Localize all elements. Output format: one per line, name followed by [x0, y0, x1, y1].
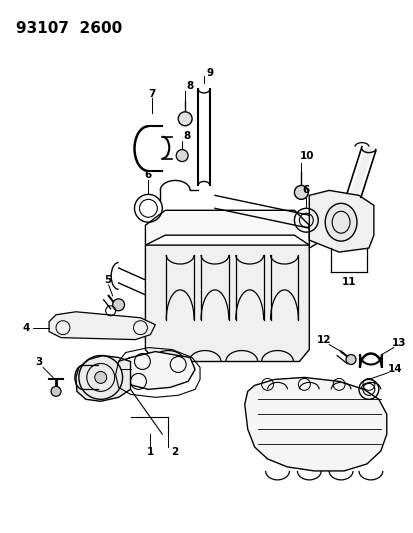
Text: 8: 8: [186, 81, 193, 91]
Text: 2: 2: [171, 447, 178, 457]
Polygon shape: [244, 377, 386, 471]
Polygon shape: [76, 356, 130, 401]
Text: 7: 7: [148, 89, 156, 99]
Text: 4: 4: [22, 322, 30, 333]
Circle shape: [345, 354, 355, 365]
Polygon shape: [145, 211, 309, 245]
Text: 1: 1: [146, 447, 154, 457]
Text: 8: 8: [183, 131, 190, 141]
Text: 13: 13: [391, 337, 405, 348]
Polygon shape: [118, 352, 195, 389]
Text: 5: 5: [104, 275, 111, 285]
Text: 3: 3: [36, 357, 43, 367]
Circle shape: [178, 112, 192, 126]
Text: 9: 9: [206, 68, 213, 78]
Polygon shape: [309, 190, 373, 252]
Text: 93107  2600: 93107 2600: [16, 21, 122, 36]
Circle shape: [176, 150, 188, 161]
Text: 6: 6: [145, 171, 152, 181]
Polygon shape: [49, 312, 155, 340]
Circle shape: [51, 386, 61, 397]
Circle shape: [112, 299, 124, 311]
Text: 12: 12: [316, 335, 331, 345]
Text: 14: 14: [387, 365, 401, 375]
Ellipse shape: [325, 203, 356, 241]
Text: 6: 6: [302, 185, 309, 196]
Polygon shape: [145, 245, 309, 361]
Circle shape: [294, 185, 308, 199]
Circle shape: [95, 372, 107, 383]
Text: 10: 10: [299, 151, 314, 160]
Text: 11: 11: [341, 277, 356, 287]
